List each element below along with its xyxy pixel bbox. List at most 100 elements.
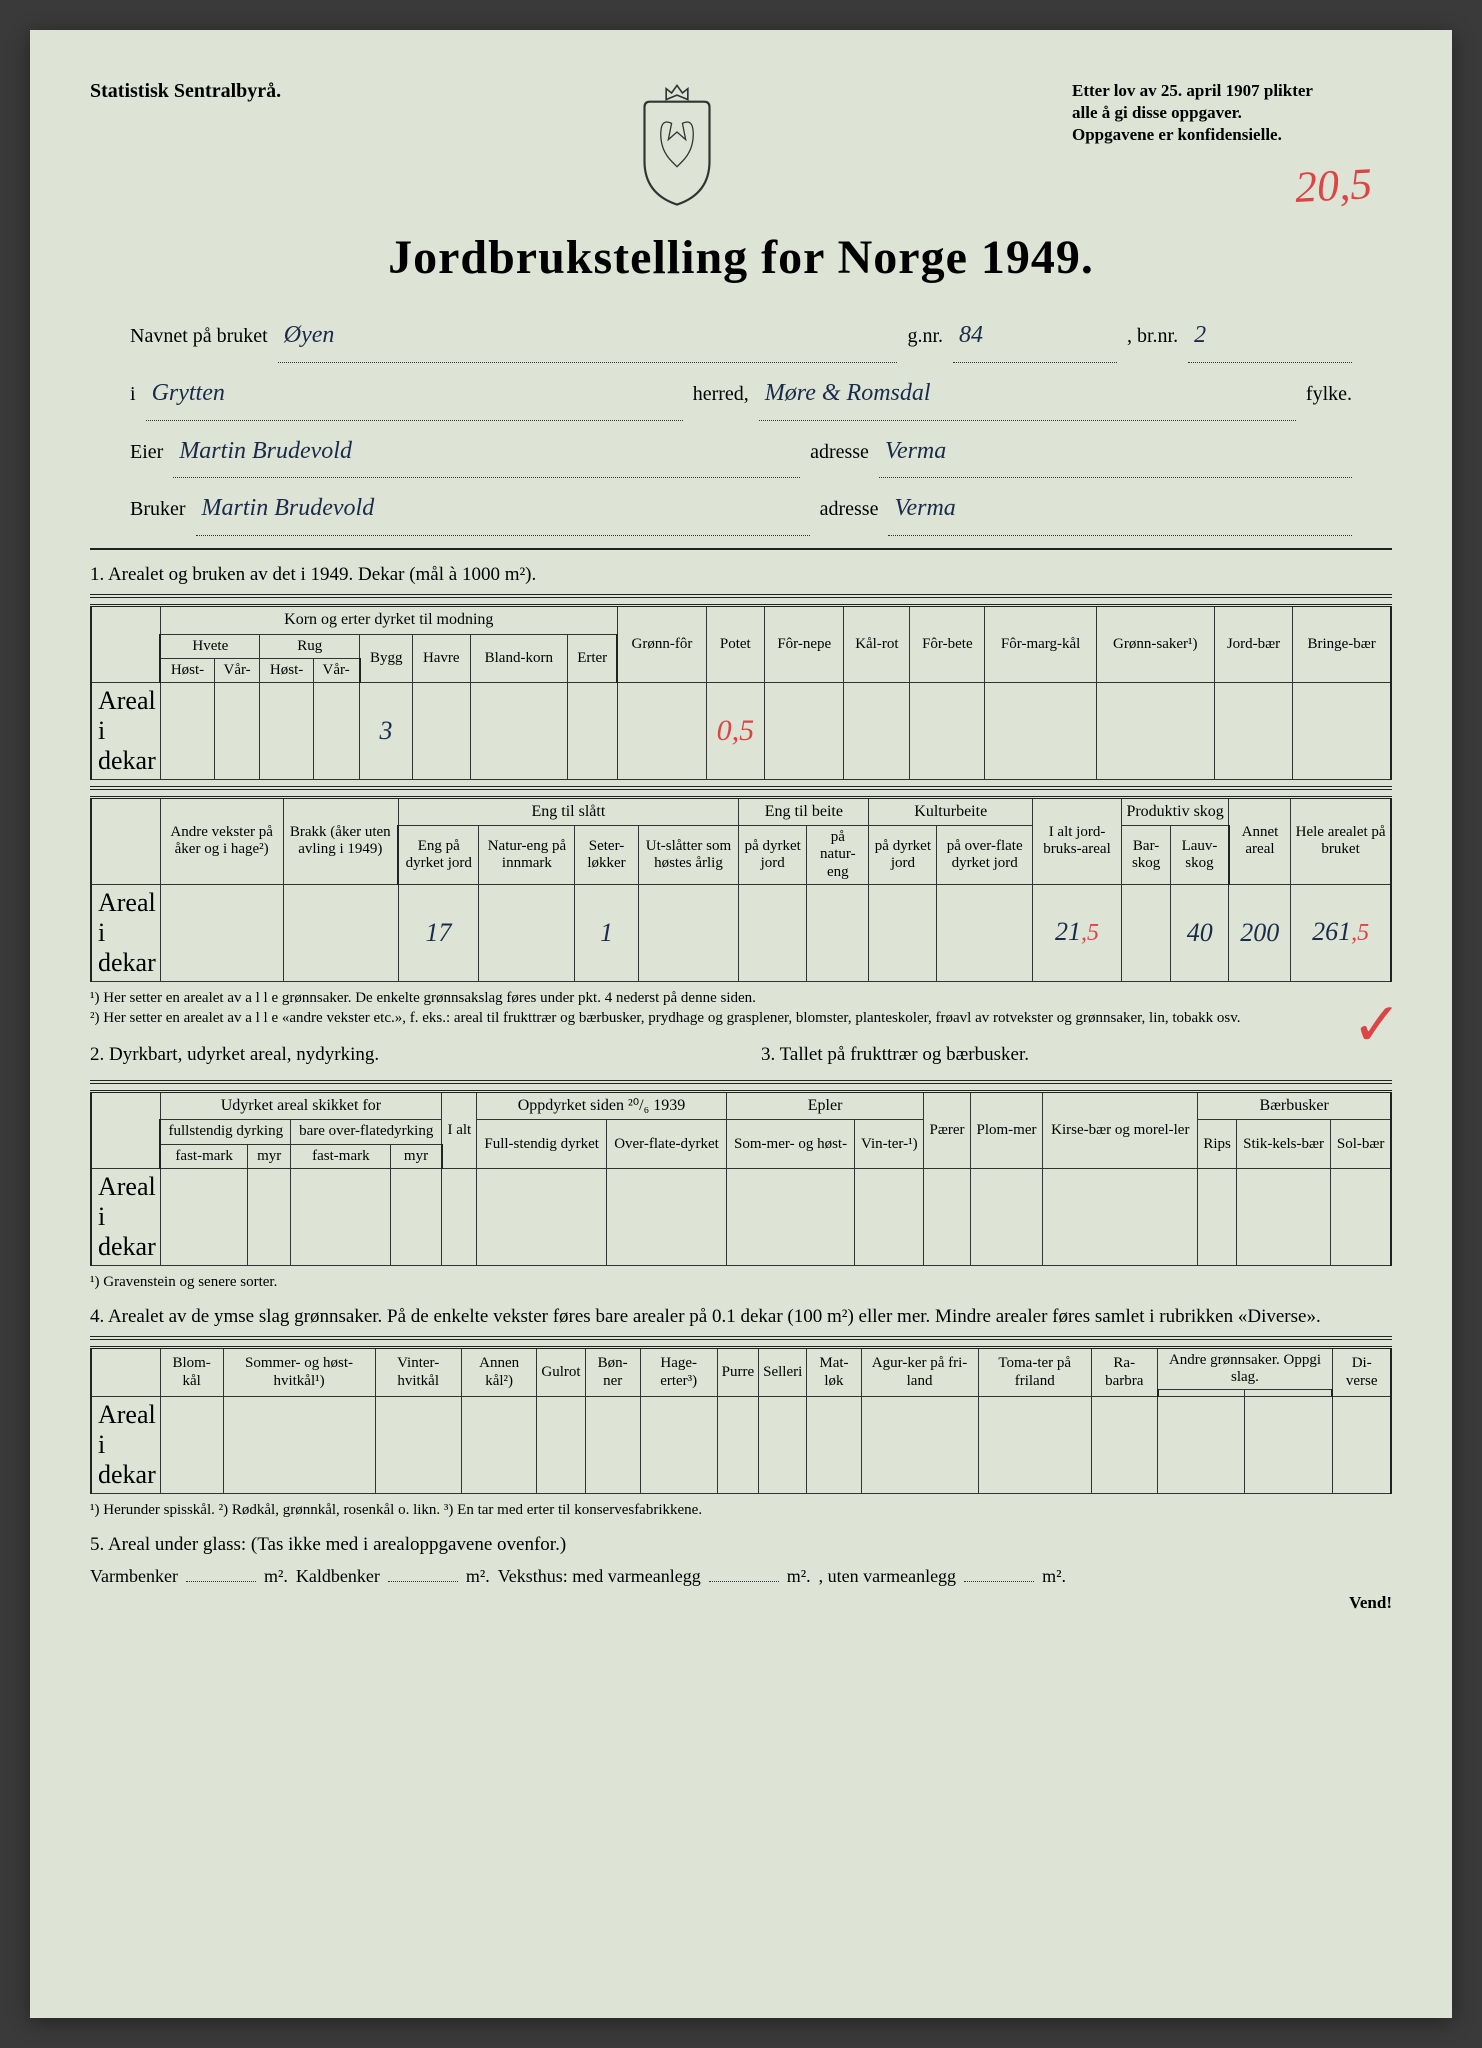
- table-2-3: Udyrket areal skikket for I alt Oppdyrke…: [90, 1090, 1392, 1266]
- th-purre: Purre: [717, 1347, 759, 1397]
- coat-of-arms: [622, 80, 732, 210]
- th-blandkorn: Bland-korn: [470, 634, 568, 683]
- th-solbaer: Sol-bær: [1331, 1120, 1391, 1169]
- th-fullst: Full-stendig dyrket: [477, 1120, 607, 1169]
- th-sommer: Som-mer- og høst-: [726, 1120, 854, 1169]
- th-beite-natur: på natur-eng: [807, 826, 869, 885]
- th-hele: Hele arealet på bruket: [1291, 797, 1391, 884]
- th-selleri: Selleri: [759, 1347, 807, 1397]
- th-rug-var: Vår-: [313, 658, 359, 682]
- th-kulturbeite: Kulturbeite: [869, 797, 1033, 825]
- footnote-3: ¹) Gravenstein og senere sorter.: [90, 1272, 1392, 1292]
- th-engslatt: Eng til slått: [398, 797, 739, 825]
- th-stikkels: Stik-kels-bær: [1236, 1120, 1331, 1169]
- th-rabarbra: Ra-barbra: [1091, 1347, 1157, 1397]
- val-ialt: 21: [1055, 917, 1081, 946]
- m2-3: m².: [787, 1566, 811, 1587]
- th-udyrket: Udyrket areal skikket for: [160, 1092, 441, 1120]
- rowlabel-23: Areal i dekar: [91, 1168, 160, 1265]
- field-fylke: Møre & Romsdal: [759, 367, 1296, 421]
- th-paerer: Pærer: [924, 1092, 970, 1169]
- th-utslatter: Ut-slåtter som høstes årlig: [638, 826, 739, 885]
- th-tomater: Toma-ter på friland: [978, 1347, 1091, 1397]
- header: Statistisk Sentralbyrå. Etter lov av 25.…: [90, 80, 1392, 210]
- val-lauv: 40: [1171, 884, 1229, 981]
- label-i: i: [130, 372, 136, 416]
- field-bruker-adresse: Verma: [888, 482, 1352, 536]
- org-name: Statistisk Sentralbyrå.: [90, 80, 281, 103]
- section-3-heading: 3. Tallet på frukttrær og bærbusker.: [761, 1044, 1392, 1066]
- th-prodskog: Produktiv skog: [1122, 797, 1229, 825]
- th-hvete-var: Vår-: [214, 658, 260, 682]
- glass-line: Varmbenker m². Kaldbenker m². Veksthus: …: [90, 1566, 1392, 1587]
- th-engpa: Eng på dyrket jord: [398, 826, 479, 885]
- th-ialt: I alt jord-bruks-areal: [1033, 797, 1122, 884]
- footnotes-1: ¹) Her setter en arealet av a l l e grøn…: [90, 988, 1392, 1029]
- th-engbeite: Eng til beite: [739, 797, 869, 825]
- th-natureng: Natur-eng på innmark: [479, 826, 575, 885]
- th-bygg: Bygg: [360, 634, 413, 683]
- val-potet-red: 0,5: [717, 714, 755, 747]
- th-gronnsaker: Grønn-saker¹): [1096, 606, 1214, 683]
- th-kult-dyrket: på dyrket jord: [869, 826, 937, 885]
- val-hele: 261: [1312, 917, 1351, 946]
- th-plommer: Plom-mer: [970, 1092, 1043, 1169]
- th-sommerhvitkal: Sommer- og høst-hvitkål¹): [223, 1347, 375, 1397]
- th-annenkal: Annen kål²): [461, 1347, 537, 1397]
- field-gnr: 84: [953, 309, 1117, 363]
- th-vinter: Vin-ter-¹): [855, 1120, 924, 1169]
- th-bareover: bare over-flatedyrking: [291, 1120, 442, 1144]
- foot-1-1: ¹) Her setter en arealet av a l l e grøn…: [90, 988, 1392, 1008]
- foot-1-2: ²) Her setter en arealet av a l l e «and…: [90, 1008, 1392, 1028]
- th-kalrot: Kål-rot: [844, 606, 910, 683]
- field-kaldbenker: [388, 1581, 458, 1582]
- label-herred: herred,: [693, 372, 749, 416]
- th-rug-host: Høst-: [260, 658, 313, 682]
- label-navnet: Navnet på bruket: [130, 314, 268, 358]
- legal-notice: Etter lov av 25. april 1907 plikter alle…: [1072, 80, 1392, 146]
- th-matlok: Mat-løk: [807, 1347, 861, 1397]
- th-rips: Rips: [1198, 1120, 1236, 1169]
- th-jordbaer: Jord-bær: [1214, 606, 1293, 683]
- label-kaldbenker: Kaldbenker: [296, 1566, 380, 1587]
- table-1a: Korn og erter dyrket til modning Grønn-f…: [90, 604, 1392, 780]
- th-fm2: fast-mark: [291, 1144, 391, 1168]
- section-5-heading: 5. Areal under glass: (Tas ikke med i ar…: [90, 1534, 1392, 1556]
- identity-fields: Navnet på bruket Øyen g.nr. 84 , br.nr. …: [90, 309, 1392, 536]
- table-4: Blom-kål Sommer- og høst-hvitkål¹) Vinte…: [90, 1346, 1392, 1494]
- th-fullstendig: fullstendig dyrking: [160, 1120, 291, 1144]
- section-4-heading: 4. Arealet av de ymse slag grønnsaker. P…: [90, 1306, 1392, 1328]
- th-beite-dyrket: på dyrket jord: [739, 826, 807, 885]
- label-adresse-2: adresse: [820, 487, 879, 531]
- label-adresse-1: adresse: [810, 430, 869, 474]
- th-formargkal: Fôr-marg-kål: [985, 606, 1096, 683]
- label-bruker: Bruker: [130, 487, 186, 531]
- label-veksthus: Veksthus: med varmeanlegg: [498, 1566, 701, 1587]
- th-lauvskog: Lauv-skog: [1171, 826, 1229, 885]
- th-agurker: Agur-ker på fri-land: [861, 1347, 978, 1397]
- th-hageerter: Hage-erter³): [640, 1347, 717, 1397]
- label-uten: , uten varmeanlegg: [819, 1566, 956, 1587]
- field-bruker: Martin Brudevold: [196, 482, 810, 536]
- th-barskog: Bar-skog: [1122, 826, 1171, 885]
- th-gronnfor: Grønn-fôr: [617, 606, 706, 683]
- label-fylke: fylke.: [1306, 372, 1352, 416]
- th-overfl: Over-flate-dyrket: [607, 1120, 727, 1169]
- vend: Vend!: [90, 1593, 1392, 1613]
- val-bygg: 3: [360, 683, 413, 780]
- th-myr1: myr: [248, 1144, 291, 1168]
- th-erter: Erter: [568, 634, 618, 683]
- th-fornepe: Fôr-nepe: [765, 606, 844, 683]
- label-gnr: g.nr.: [907, 314, 943, 358]
- field-eier: Martin Brudevold: [173, 425, 800, 479]
- legal-line-3: Oppgavene er konfidensielle.: [1072, 124, 1392, 146]
- m2-1: m².: [264, 1566, 288, 1587]
- th-bringebaer: Bringe-bær: [1293, 606, 1391, 683]
- field-varmbenker: [186, 1581, 256, 1582]
- th-korn: Korn og erter dyrket til modning: [160, 606, 617, 634]
- th-baerbusker: Bærbusker: [1198, 1092, 1391, 1120]
- th-vinterhvitkal: Vinter-hvitkål: [375, 1347, 461, 1397]
- section-2-heading: 2. Dyrkbart, udyrket areal, nydyrking.: [90, 1044, 721, 1066]
- th-andregr: Andre grønnsaker. Oppgi slag.: [1158, 1347, 1333, 1390]
- footnote-4: ¹) Herunder spisskål. ²) Rødkål, grønnkå…: [90, 1500, 1392, 1520]
